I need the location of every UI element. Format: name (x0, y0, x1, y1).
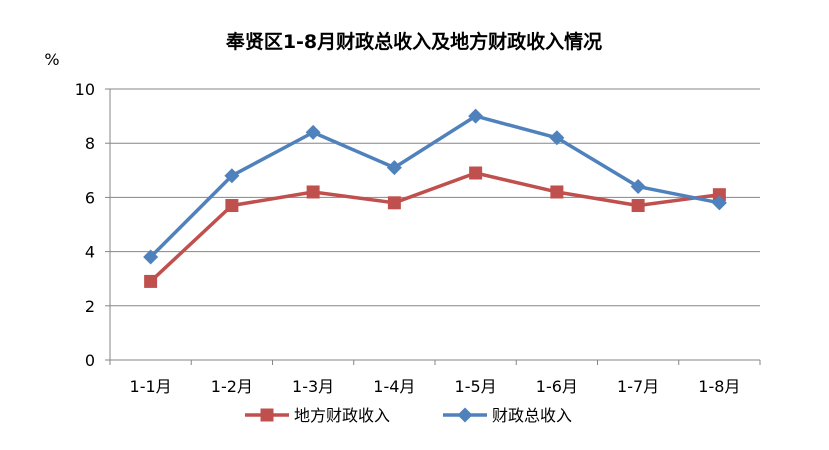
x-tick-label: 1-1月 (130, 377, 172, 396)
x-tick-label: 1-5月 (455, 377, 497, 396)
y-tick-label: 0 (85, 351, 95, 370)
data-point (143, 249, 159, 265)
data-point (549, 130, 565, 146)
gridlines (110, 88, 760, 307)
series-2 (143, 108, 727, 265)
x-tick-label: 1-2月 (211, 377, 253, 396)
y-tick-label: 2 (85, 297, 95, 316)
data-point (712, 188, 726, 202)
chart-title: 奉贤区1-8月财政总收入及地方财政收入情况 (225, 30, 602, 53)
data-point (631, 199, 645, 213)
axes (105, 88, 761, 365)
x-tick-label: 1-6月 (536, 377, 578, 396)
x-tick-label: 1-7月 (617, 377, 659, 396)
data-point (387, 196, 401, 210)
x-tick-label: 1-8月 (698, 377, 740, 396)
series-1 (144, 166, 726, 288)
series-line (149, 114, 720, 259)
data-point (386, 160, 402, 176)
data-point (468, 108, 484, 124)
data-point (225, 199, 239, 213)
data-point (469, 166, 483, 180)
data-point (224, 168, 240, 184)
series-layer (143, 108, 727, 288)
legend-swatch-marker (457, 407, 473, 423)
legend: 地方财政收入 财政总收入 (245, 406, 572, 425)
legend-swatch-marker (260, 408, 274, 422)
legend-item-1: 地方财政收入 (245, 406, 390, 425)
data-point (550, 185, 564, 199)
series-line (149, 171, 720, 283)
data-point (306, 185, 320, 199)
legend-label: 地方财政收入 (294, 406, 390, 425)
x-tick-label: 1-3月 (292, 377, 334, 396)
x-tick-labels: 1-1月 1-2月 1-3月 1-4月 1-5月 1-6月 1-7月 1-8月 (130, 377, 741, 396)
legend-label: 财政总收入 (492, 406, 572, 425)
y-tick-label: 8 (85, 134, 95, 153)
data-point (630, 179, 646, 195)
y-tick-label: 10 (75, 80, 95, 99)
y-tick-label: 6 (85, 188, 95, 207)
x-tick-label: 1-4月 (373, 377, 415, 396)
legend-item-2: 财政总收入 (443, 406, 572, 425)
data-point (305, 124, 321, 140)
y-axis-unit: % (44, 50, 59, 69)
y-tick-labels: 0 2 4 6 8 10 (75, 80, 95, 370)
y-tick-label: 4 (85, 243, 95, 262)
data-point (711, 195, 727, 211)
data-point (144, 274, 158, 288)
